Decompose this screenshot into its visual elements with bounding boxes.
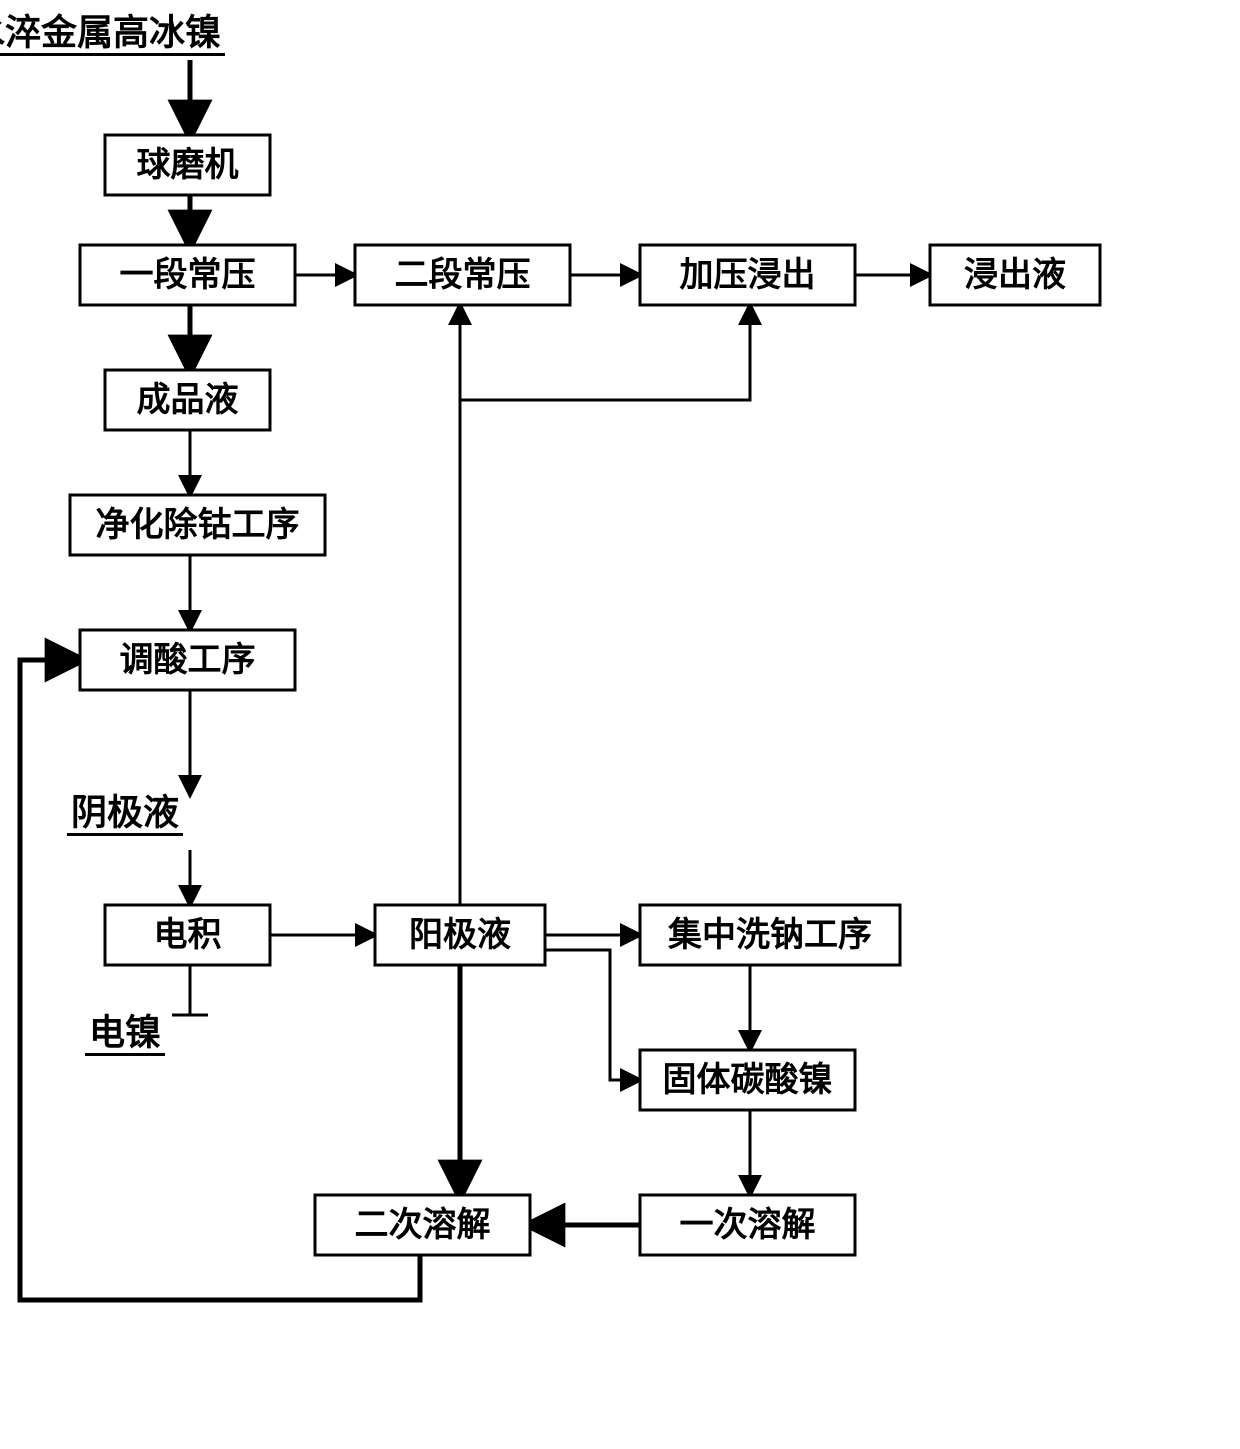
box-solid_nico3-label: 固体碳酸镍 <box>663 1061 833 1099</box>
box-dissolve1-label: 一次溶解 <box>680 1206 816 1244</box>
box-dissolve2: 二次溶解 <box>315 1195 530 1255</box>
box-anolyte: 阳极液 <box>375 905 545 965</box>
box-stage1-label: 一段常压 <box>120 255 256 294</box>
box-stage2: 二段常压 <box>355 245 570 305</box>
box-acid_adjust: 调酸工序 <box>80 630 295 690</box>
box-solid_nico3: 固体碳酸镍 <box>640 1050 855 1110</box>
ul-start: 水淬金属高冰镍 <box>0 12 225 55</box>
box-stage1: 一段常压 <box>80 245 295 305</box>
box-finished_liquid-label: 成品液 <box>137 381 239 419</box>
box-wash_na: 集中洗钠工序 <box>640 905 900 965</box>
box-leachate: 浸出液 <box>930 245 1100 305</box>
arrow-anolyte-to-solid_nico3 <box>545 950 640 1080</box>
ul-product: 电镍 <box>85 1012 165 1055</box>
box-electrowin: 电积 <box>105 905 270 965</box>
box-purify: 净化除钴工序 <box>70 495 325 555</box>
box-pressure_leach: 加压浸出 <box>640 245 855 305</box>
ul-start-label: 水淬金属高冰镍 <box>0 12 221 53</box>
arrow-anolyte_branch-to-pressure_leach <box>460 305 750 400</box>
box-anolyte-label: 阳极液 <box>409 916 511 954</box>
box-pressure_leach-label: 加压浸出 <box>680 256 816 294</box>
box-ball_mill: 球磨机 <box>105 135 270 195</box>
ul-catholyte-label: 阴极液 <box>71 792 179 833</box>
box-finished_liquid: 成品液 <box>105 370 270 430</box>
box-acid_adjust-label: 调酸工序 <box>120 641 256 679</box>
ul-product-label: 电镍 <box>89 1012 161 1053</box>
box-stage2-label: 二段常压 <box>395 255 531 294</box>
box-purify-label: 净化除钴工序 <box>96 505 300 544</box>
box-ball_mill-label: 球磨机 <box>137 146 239 184</box>
box-dissolve2-label: 二次溶解 <box>355 1206 491 1244</box>
box-wash_na-label: 集中洗钠工序 <box>667 916 872 954</box>
box-dissolve1: 一次溶解 <box>640 1195 855 1255</box>
box-leachate-label: 浸出液 <box>964 256 1066 294</box>
box-electrowin-label: 电积 <box>154 916 222 954</box>
ul-catholyte: 阴极液 <box>67 792 183 835</box>
